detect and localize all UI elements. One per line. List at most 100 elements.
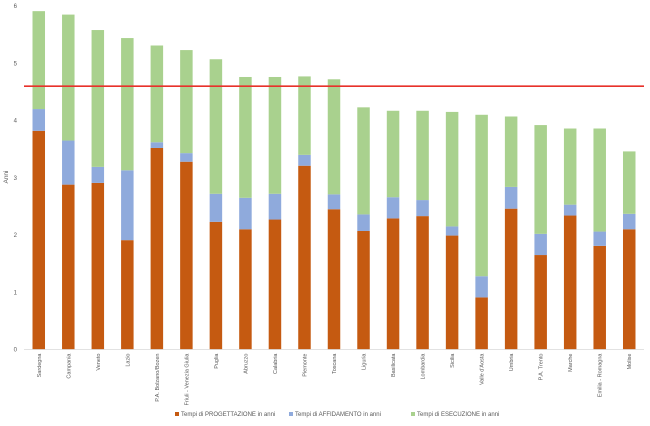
bar-segment-umbria-s3 — [504, 116, 518, 187]
legend-swatch-1 — [175, 412, 179, 416]
bar-segment-liguria-s3 — [357, 107, 370, 215]
bar-segment-p-a-bolzano-bozen-s1 — [150, 147, 164, 350]
bar-segment-p-a-trento-s2 — [534, 233, 547, 256]
bar-segment-lazio-s3 — [121, 38, 134, 171]
bar-segment-lazio-s1 — [121, 240, 134, 350]
bar-segment-p-a-trento-s1 — [534, 255, 547, 350]
bar-segment-p-a-bolzano-bozen-s2 — [150, 142, 164, 148]
bar-segment-calabria-s1 — [268, 219, 282, 350]
bar-segment-toscana-s1 — [327, 209, 341, 350]
legend: Tempi di PROGETTAZIONE in anni Tempi di A… — [175, 412, 499, 418]
y-axis-label-group: Anni — [3, 170, 10, 183]
x-tick-label-calabria: Calabria — [273, 353, 279, 374]
x-tick-label-piemonte: Piemonte — [302, 354, 308, 377]
x-tick-label-veneto: Veneto — [96, 354, 102, 371]
bar-segment-abruzzo-s2 — [239, 197, 252, 230]
y-tick-label: 2 — [14, 233, 18, 239]
bar-segment-campania-s3 — [62, 14, 75, 141]
bar-segment-valle-d-aosta-s2 — [475, 276, 488, 298]
bar-segment-emilia-romagna-s2 — [593, 231, 606, 246]
x-tick-label-abruzzo: Abruzzo — [243, 354, 249, 374]
x-tick-label-sicilia: Sicilia — [450, 353, 456, 368]
bar-segment-basilicata-s1 — [386, 218, 400, 350]
bar-segment-molise-s3 — [622, 151, 636, 214]
bar-segment-friuli-venezia-giulia-s2 — [180, 153, 193, 162]
bar-segment-molise-s1 — [622, 229, 636, 350]
x-tick-label-campania: Campania — [66, 353, 72, 379]
bar-segment-lombardia-s1 — [416, 216, 429, 350]
legend-label-1: Tempi di PROGETTAZIONE in anni — [181, 412, 275, 418]
bar-segment-sicilia-s3 — [445, 111, 459, 227]
x-tick-label-toscana: Toscana — [332, 353, 338, 374]
bar-segment-emilia-romagna-s3 — [593, 128, 606, 232]
y-tick-label: 0 — [14, 348, 18, 354]
legend-swatch-3 — [411, 412, 415, 416]
bar-segment-piemonte-s3 — [298, 76, 311, 155]
y-tick-label: 5 — [14, 61, 18, 67]
legend-label-2: Tempi di AFFIDAMENTO in anni — [295, 412, 381, 418]
x-tick-label-liguria: Liguria — [362, 353, 368, 370]
bar-segment-marche-s1 — [563, 215, 577, 350]
x-tick-label-p-a-trento: P.A. Trento — [539, 354, 545, 381]
bar-segment-umbria-s1 — [504, 208, 518, 350]
bar-segment-marche-s2 — [563, 204, 577, 216]
x-tick-label-valle-d-aosta: Valle d'Aosta — [480, 353, 486, 385]
bar-segment-sardegna-s3 — [32, 11, 46, 110]
bar-segment-umbria-s2 — [504, 186, 518, 209]
bar-segment-friuli-venezia-giulia-s1 — [180, 161, 193, 350]
legend-label-3: Tempi di ESECUZIONE in anni — [417, 412, 499, 418]
bar-segment-sardegna-s1 — [32, 130, 46, 350]
y-tick-label: 3 — [14, 176, 18, 182]
x-tick-label-emilia-romagna: Emilia - Romagna — [598, 353, 604, 398]
x-tick-label-basilicata: Basilicata — [391, 353, 397, 377]
bar-segment-veneto-s1 — [91, 182, 105, 350]
bar-segment-toscana-s2 — [327, 194, 341, 210]
x-tick-label-sardegna: Sardegna — [37, 353, 43, 378]
bar-segment-lombardia-s3 — [416, 110, 429, 201]
bar-segment-abruzzo-s3 — [239, 76, 252, 198]
x-tick-label-lombardia: Lombardia — [421, 353, 427, 380]
bar-segment-liguria-s1 — [357, 230, 370, 350]
bar-segment-toscana-s3 — [327, 79, 341, 195]
bar-segment-p-a-trento-s3 — [534, 125, 547, 234]
bar-segment-puglia-s3 — [209, 59, 223, 194]
bar-segment-campania-s2 — [62, 140, 75, 185]
bar-segment-lombardia-s2 — [416, 200, 429, 217]
x-tick-label-p-a-bolzano-bozen: P.A. Bolzano/Bozen — [155, 354, 161, 402]
x-tick-label-molise: Molise — [627, 354, 633, 370]
y-tick-label: 6 — [14, 4, 18, 10]
bar-segment-puglia-s1 — [209, 221, 223, 350]
bar-segment-molise-s2 — [622, 213, 636, 230]
x-axis-labels: Sardegna Campania Veneto Lazio P.A. Bolzano/… — [37, 353, 633, 406]
x-tick-label-umbria: Umbria — [509, 353, 515, 372]
bar-segment-veneto-s3 — [91, 30, 105, 167]
bar-segment-emilia-romagna-s1 — [593, 245, 606, 350]
y-axis-label: Anni — [3, 170, 10, 183]
bar-segment-sicilia-s1 — [445, 235, 459, 350]
bar-segment-piemonte-s2 — [298, 154, 311, 166]
x-tick-label-puglia: Puglia — [214, 353, 220, 369]
bar-segment-puglia-s2 — [209, 193, 223, 222]
bar-segment-p-a-bolzano-bozen-s3 — [150, 45, 164, 143]
legend-swatch-2 — [289, 412, 293, 416]
x-tick-label-friuli-venezia-giulia: Friuli - Venezia Giulia — [184, 353, 190, 406]
bar-segment-calabria-s3 — [268, 76, 282, 194]
bar-segment-campania-s1 — [62, 184, 75, 350]
bar-segment-sicilia-s2 — [445, 226, 459, 236]
y-tick-label: 4 — [14, 119, 18, 125]
bar-segment-basilicata-s3 — [386, 110, 400, 198]
y-tick-label: 1 — [14, 290, 18, 296]
bar-segment-abruzzo-s1 — [239, 229, 252, 350]
x-tick-label-lazio: Lazio — [125, 354, 131, 367]
x-tick-label-marche: Marche — [568, 354, 574, 372]
bar-segment-liguria-s2 — [357, 214, 370, 231]
bar-segment-friuli-venezia-giulia-s3 — [180, 50, 193, 154]
bar-segment-basilicata-s2 — [386, 197, 400, 219]
bar-segment-marche-s3 — [563, 128, 577, 205]
bar-segment-lazio-s2 — [121, 170, 134, 241]
bar-segment-veneto-s2 — [91, 166, 105, 183]
bar-segment-valle-d-aosta-s1 — [475, 297, 488, 350]
bar-segment-calabria-s2 — [268, 193, 282, 220]
